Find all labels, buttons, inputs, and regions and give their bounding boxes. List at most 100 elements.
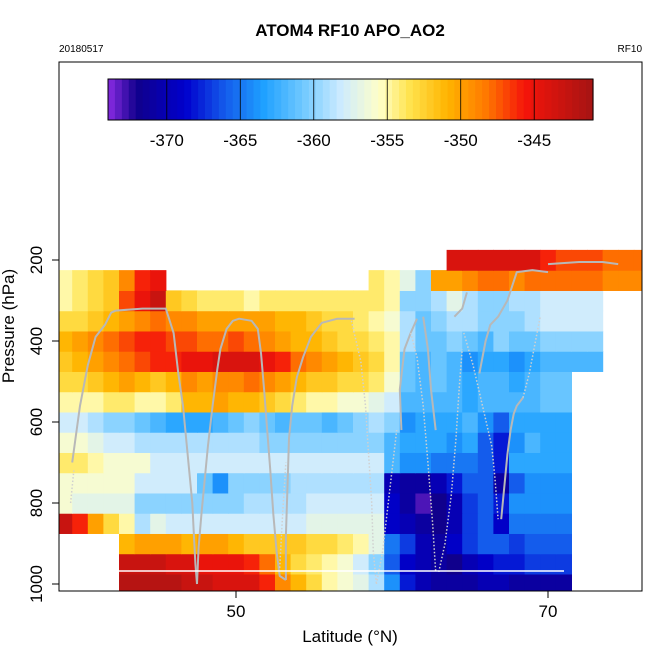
heatmap-cell (228, 371, 245, 393)
heatmap-cell (555, 533, 572, 555)
heatmap-cell (321, 472, 338, 494)
heatmap-cell (353, 330, 370, 352)
heatmap-cell (493, 330, 510, 352)
heatmap-cell (337, 391, 354, 413)
heatmap-cell (243, 452, 260, 474)
heatmap-cell (243, 553, 260, 575)
heatmap-cell (150, 452, 167, 474)
colorbar-segment (392, 79, 400, 120)
heatmap-cell (446, 310, 463, 332)
heatmap-cell (87, 432, 104, 453)
heatmap-cell (384, 411, 401, 433)
heatmap-cell (431, 432, 448, 453)
heatmap-cell (259, 533, 276, 555)
heatmap-cell (493, 573, 510, 591)
heatmap-cell (384, 351, 401, 372)
heatmap-cell (212, 513, 229, 534)
heatmap-cell (477, 290, 494, 312)
heatmap-cell (384, 391, 401, 413)
colorbar-segment (246, 79, 255, 120)
heatmap-cell (571, 330, 588, 352)
heatmap-cell (493, 270, 510, 291)
heatmap-cell (134, 310, 151, 332)
heatmap-cell (462, 533, 479, 555)
heatmap-cell (555, 310, 572, 332)
heatmap-cell (368, 310, 385, 332)
heatmap-cell (306, 492, 323, 514)
heatmap-cell (477, 452, 494, 474)
heatmap-cell (384, 553, 401, 575)
colorbar: -370 -365 -360 -355 -350 -345 (107, 78, 594, 150)
heatmap-cell (384, 270, 401, 291)
heatmap-cell (321, 513, 338, 534)
heatmap-cell (212, 533, 229, 555)
heatmap-cell (165, 411, 182, 433)
heatmap-cell (462, 492, 479, 514)
heatmap-cell (259, 310, 276, 332)
heatmap-cell (555, 270, 572, 291)
heatmap-cell (150, 573, 167, 591)
heatmap-cell (103, 330, 120, 352)
heatmap-cell (446, 533, 463, 555)
heatmap-cell (462, 432, 479, 453)
heatmap-cell (150, 553, 167, 575)
heatmap-cell (571, 351, 588, 372)
heatmap-cell (462, 411, 479, 433)
heatmap-cell (587, 270, 604, 291)
heatmap-cell (446, 391, 463, 413)
heatmap-cell (540, 411, 557, 433)
heatmap-cell (555, 391, 572, 413)
heatmap-cell (493, 411, 510, 433)
heatmap-cell (462, 513, 479, 534)
heatmap-cell (275, 371, 292, 393)
heatmap-cell (384, 492, 401, 514)
heatmap-cell (321, 391, 338, 413)
heatmap-cell (477, 492, 494, 514)
heatmap-cell (399, 573, 416, 591)
heatmap-cell (306, 310, 323, 332)
heatmap-cell (228, 452, 245, 474)
colorbar-segment (419, 79, 428, 120)
heatmap-cell (72, 513, 89, 534)
heatmap-cell (477, 573, 494, 591)
heatmap-cell (59, 391, 73, 413)
heatmap-cell (337, 351, 354, 372)
flight-track-solid (398, 318, 418, 431)
heatmap-cell (587, 330, 604, 352)
heatmap-cell (197, 330, 214, 352)
heatmap-cell (524, 411, 541, 433)
heatmap-cell (368, 351, 385, 372)
heatmap-cell (119, 452, 136, 474)
heatmap-cell (446, 249, 463, 271)
heatmap-cell (150, 391, 167, 413)
heatmap-cell (103, 513, 120, 534)
colorbar-tick-label: -370 (150, 131, 184, 150)
x-tick-label: 70 (539, 602, 558, 621)
colorbar-frame (107, 78, 594, 121)
heatmap-cell (321, 492, 338, 514)
heatmap-cell (399, 492, 416, 514)
colorbar-segment (322, 79, 331, 120)
heatmap-cell (212, 492, 229, 514)
heatmap-cell (119, 432, 136, 453)
heatmap-cell (540, 432, 557, 453)
heatmap-cell (306, 290, 323, 312)
heatmap-cell (524, 391, 541, 413)
colorbar-segment (572, 79, 580, 120)
heatmap-cell (384, 310, 401, 332)
y-tick-label: 200 (27, 246, 46, 274)
colorbar-segment (274, 79, 282, 120)
heatmap-cell (462, 330, 479, 352)
colorbar-segment (121, 79, 130, 120)
heatmap-cell (72, 452, 89, 474)
heatmap-cell (72, 411, 89, 433)
y-tick-label: 600 (27, 408, 46, 436)
heatmap-cell (493, 290, 510, 312)
heatmap-cell (509, 573, 526, 591)
flight-track-solid (422, 316, 437, 431)
heatmap-cell (353, 472, 370, 494)
colorbar-segment (558, 79, 566, 120)
colorbar-segment (426, 79, 435, 120)
heatmap-cell (446, 330, 463, 352)
heatmap-cell (524, 513, 541, 534)
